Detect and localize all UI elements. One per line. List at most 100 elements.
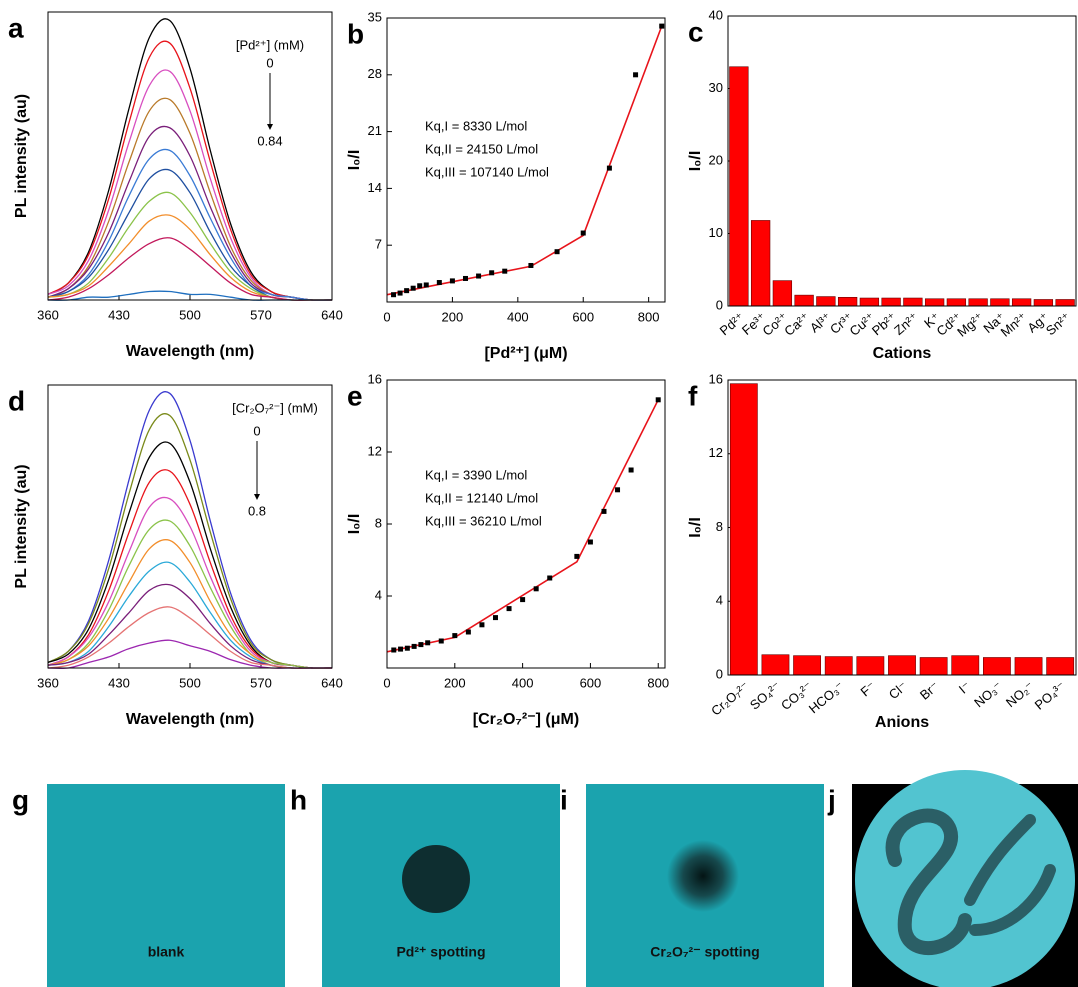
point xyxy=(397,290,403,296)
bar xyxy=(919,657,948,676)
bar xyxy=(983,657,1011,676)
point xyxy=(547,575,553,581)
point xyxy=(628,467,634,473)
bar xyxy=(750,220,771,307)
panel-letter: i xyxy=(560,784,568,815)
point xyxy=(601,508,607,514)
caption: blank xyxy=(148,944,185,960)
panel-letter: c xyxy=(688,16,704,47)
x-tick-label: 800 xyxy=(647,675,669,690)
caption: Cr₂O₇²⁻ spotting xyxy=(650,944,759,960)
point xyxy=(533,586,539,592)
x-tick-label: NO₃⁻ xyxy=(971,678,1005,710)
panel-letter: d xyxy=(8,385,25,416)
bar xyxy=(856,656,885,676)
y-tick-label: 12 xyxy=(368,443,382,458)
y-axis-label: I₀/I xyxy=(346,514,363,535)
spectrum xyxy=(47,97,333,301)
point xyxy=(465,629,471,635)
annotation: Kq,III = 107140 L/mol xyxy=(425,164,549,179)
y-tick-label: 12 xyxy=(709,445,723,460)
y-axis-label: I₀/I xyxy=(687,151,704,172)
fit-line xyxy=(386,25,663,296)
y-tick-label: 16 xyxy=(368,371,382,386)
y-tick-label: 10 xyxy=(709,225,723,240)
bar xyxy=(729,383,758,676)
axes-frame xyxy=(727,379,1077,676)
x-tick-label: Cl⁻ xyxy=(886,678,910,702)
point xyxy=(554,249,560,255)
point xyxy=(411,643,417,649)
bar xyxy=(1014,657,1043,676)
pattern xyxy=(885,808,972,955)
annotation: 0 xyxy=(253,423,260,438)
panel-letter: h xyxy=(290,784,307,815)
photo-blank xyxy=(47,784,285,987)
x-axis-label: Anions xyxy=(875,714,929,731)
spectrum xyxy=(47,469,333,669)
x-axis-label: Cations xyxy=(873,345,932,362)
x-tick-label: 500 xyxy=(179,307,201,322)
x-tick-label: I⁻ xyxy=(956,678,974,696)
point xyxy=(410,285,416,291)
point xyxy=(587,539,593,545)
spot xyxy=(667,840,739,912)
bar xyxy=(1055,299,1075,307)
bar xyxy=(881,297,901,307)
spectrum xyxy=(47,519,333,669)
y-tick-label: 0 xyxy=(716,297,723,312)
spectrum xyxy=(47,18,333,301)
bar xyxy=(824,656,853,676)
panel-letter: f xyxy=(688,380,698,411)
bar xyxy=(761,654,790,676)
y-axis-label: PL intensity (au) xyxy=(13,464,30,588)
bar xyxy=(946,298,967,307)
y-tick-label: 8 xyxy=(375,515,382,530)
point xyxy=(418,642,424,648)
point xyxy=(633,72,639,78)
point xyxy=(438,638,444,644)
pattern xyxy=(964,814,1056,936)
x-tick-label: F⁻ xyxy=(858,678,879,699)
point xyxy=(423,282,429,288)
point xyxy=(398,646,404,652)
panel-letter: b xyxy=(347,18,364,49)
x-tick-label: 570 xyxy=(250,675,272,690)
panel-letter: a xyxy=(8,12,24,43)
point xyxy=(476,273,482,279)
y-tick-label: 7 xyxy=(375,237,382,252)
x-tick-label: 430 xyxy=(108,307,130,322)
panel-letter: e xyxy=(347,380,363,411)
point xyxy=(520,597,526,603)
x-tick-label: NO₂⁻ xyxy=(1003,678,1037,710)
annotation: Kq,I = 3390 L/mol xyxy=(425,467,527,482)
y-tick-label: 20 xyxy=(709,152,723,167)
y-tick-label: 35 xyxy=(368,9,382,24)
point xyxy=(436,280,442,286)
bar xyxy=(794,294,814,307)
bar xyxy=(990,298,1010,307)
bar xyxy=(903,297,923,307)
y-tick-label: 40 xyxy=(709,7,723,22)
annotation: Kq,I = 8330 L/mol xyxy=(425,118,527,133)
annotation: Kq,III = 36210 L/mol xyxy=(425,513,542,528)
spot xyxy=(402,845,470,913)
annotation: 0.84 xyxy=(257,133,282,148)
axes-frame xyxy=(386,379,666,669)
x-tick-label: 640 xyxy=(321,675,343,690)
x-tick-label: 0 xyxy=(383,309,390,324)
point xyxy=(391,292,397,298)
y-axis-label: I₀/I xyxy=(346,150,363,171)
spectrum xyxy=(47,606,332,669)
point xyxy=(489,270,495,276)
annotation: [Cr₂O₇²⁻] (mM) xyxy=(232,400,318,415)
x-axis-label: [Cr₂O₇²⁻] (μM) xyxy=(473,711,579,728)
y-tick-label: 8 xyxy=(716,519,723,534)
y-axis-label: I₀/I xyxy=(687,517,704,538)
point xyxy=(404,645,410,651)
annotation: 0 xyxy=(266,55,273,70)
bar xyxy=(729,66,749,307)
x-axis-label: Wavelength (nm) xyxy=(126,711,254,728)
spectrum xyxy=(47,148,333,301)
point xyxy=(606,165,612,171)
